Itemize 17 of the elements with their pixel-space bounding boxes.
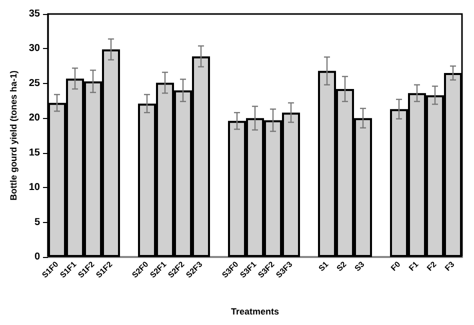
x-axis-title: Treatments	[230, 306, 280, 316]
y-tick-label: 25	[28, 78, 40, 89]
x-tick-label: S1	[316, 259, 331, 274]
y-axis-title: Bottle gourd yield (tones ha-1)	[8, 70, 18, 201]
y-tick-label: 35	[28, 8, 40, 20]
x-tick-label: F0	[389, 259, 403, 273]
x-tick-label: F1	[407, 259, 421, 273]
x-tick-label: F2	[425, 259, 439, 273]
x-tick-label: F3	[443, 259, 457, 273]
y-tick-label: 0	[34, 252, 40, 262]
y-tick-label: 5	[34, 216, 40, 228]
y-tick-label: 30	[28, 43, 40, 54]
y-tick-label: 10	[28, 182, 40, 194]
y-tick-label: 20	[28, 112, 40, 124]
x-tick-label: S3	[352, 259, 367, 274]
y-tick-label: 15	[28, 147, 40, 158]
x-tick-label: S2	[334, 259, 349, 274]
